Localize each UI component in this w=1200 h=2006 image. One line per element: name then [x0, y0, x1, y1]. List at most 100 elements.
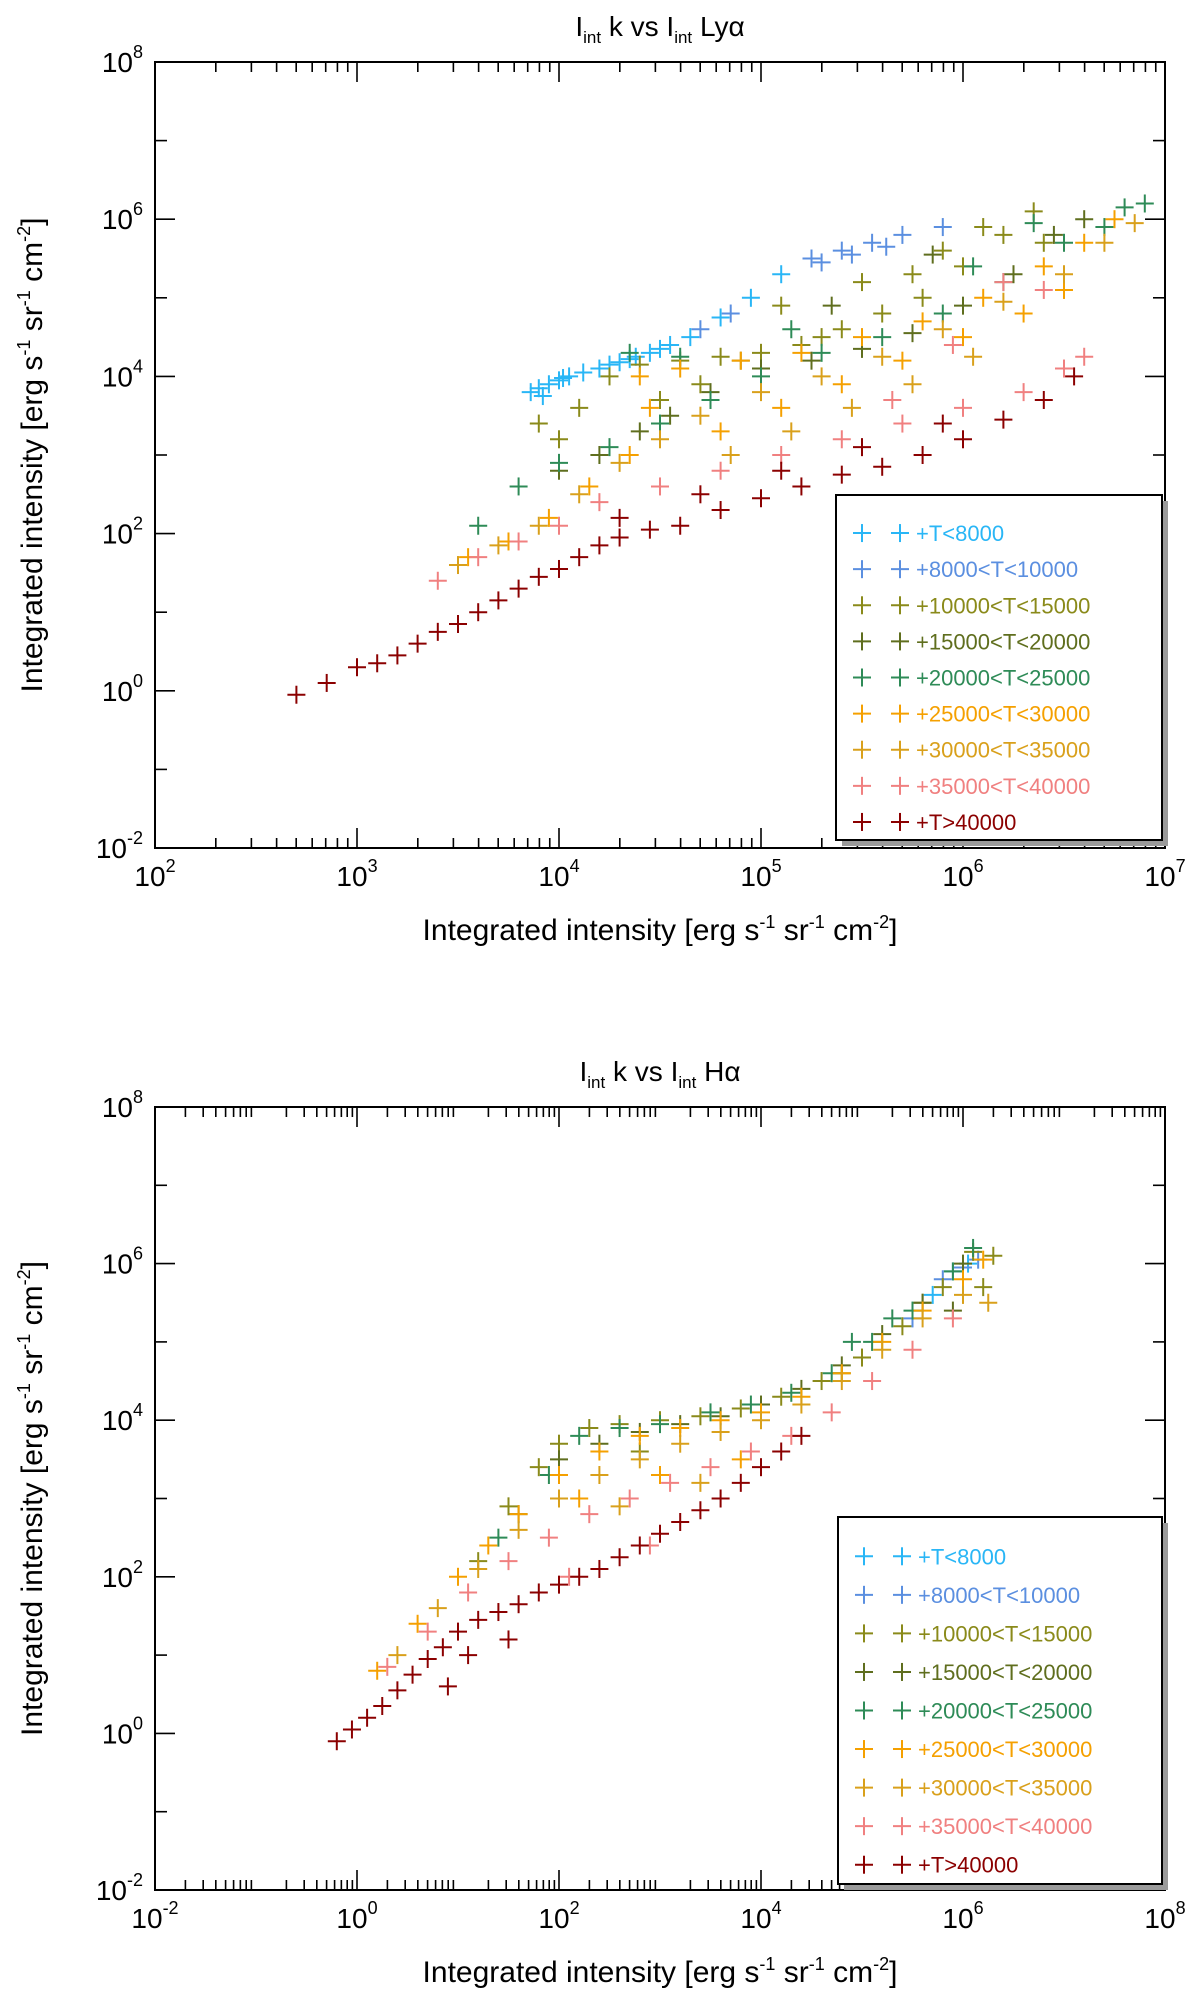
data-point — [509, 532, 528, 551]
data-point — [459, 1583, 478, 1602]
data-point — [782, 320, 801, 339]
data-point — [640, 343, 659, 362]
data-point — [469, 516, 488, 535]
data-point — [570, 1567, 589, 1586]
data-point — [913, 312, 932, 331]
data-point — [433, 1638, 452, 1657]
y-tick-label: 108 — [102, 1087, 143, 1123]
data-point — [1055, 265, 1073, 284]
data-point — [903, 375, 922, 394]
legend-marker — [891, 632, 909, 651]
data-point — [782, 1383, 801, 1402]
data-point — [873, 457, 892, 476]
data-point — [954, 398, 972, 417]
data-point — [533, 387, 552, 406]
data-point — [550, 559, 568, 578]
data-point — [671, 1434, 690, 1453]
data-point — [812, 343, 831, 362]
legend-marker — [891, 560, 909, 579]
y-tick-label: 104 — [102, 356, 143, 392]
y-tick-label: 100 — [102, 671, 143, 707]
data-point — [651, 414, 669, 433]
legend-label: +10000<T<15000 — [916, 593, 1090, 618]
series-8 — [378, 1309, 962, 1676]
data-point — [408, 1614, 427, 1633]
data-point — [923, 1285, 942, 1304]
legend-marker — [891, 704, 909, 723]
data-point — [974, 218, 993, 237]
data-point — [691, 1473, 710, 1492]
data-point — [711, 347, 730, 366]
data-point — [539, 508, 558, 527]
data-point — [590, 1559, 609, 1578]
legend-label: +8000<T<10000 — [916, 557, 1078, 582]
data-point — [580, 1419, 599, 1438]
data-point — [964, 347, 983, 366]
data-point — [853, 438, 871, 457]
x-tick-label: 102 — [538, 1898, 579, 1934]
legend-item: +10000<T<15000 — [855, 1621, 1092, 1646]
data-point — [1135, 194, 1154, 213]
data-point — [671, 516, 690, 535]
data-point — [943, 1262, 962, 1281]
data-point — [570, 398, 589, 417]
data-point — [640, 398, 659, 417]
legend-marker — [893, 1624, 911, 1643]
data-point — [842, 1332, 861, 1351]
legend-marker — [855, 1817, 873, 1836]
data-point — [873, 304, 892, 323]
legend-item: +20000<T<25000 — [855, 1699, 1092, 1724]
data-point — [812, 367, 831, 386]
data-point — [1014, 304, 1033, 323]
data-point — [853, 1348, 871, 1367]
data-point — [550, 1450, 568, 1469]
data-point — [923, 245, 942, 264]
legend: +T<8000 +8000<T<10000 +10000<T<15000 +15000… — [837, 1516, 1168, 1890]
data-point — [610, 1497, 629, 1516]
data-point — [974, 288, 993, 307]
data-point — [701, 390, 720, 409]
data-point — [600, 438, 619, 457]
data-point — [893, 351, 912, 370]
data-point — [630, 1450, 649, 1469]
y-tick-label: 10-2 — [96, 1870, 143, 1906]
data-point — [711, 1422, 730, 1441]
data-point — [570, 485, 589, 504]
data-point — [590, 446, 609, 464]
x-tick-label: 104 — [740, 1898, 781, 1934]
data-point — [550, 1466, 568, 1485]
legend-item: +30000<T<35000 — [853, 738, 1090, 763]
series-8 — [428, 273, 1094, 590]
data-point — [994, 273, 1013, 292]
legend-marker — [891, 596, 909, 615]
data-point — [550, 1489, 568, 1508]
x-axis-title: Integrated intensity [erg s-1 sr-1 cm-2] — [423, 1954, 898, 1989]
data-point — [691, 1501, 710, 1520]
data-point — [630, 367, 649, 386]
data-point — [1055, 280, 1073, 299]
data-point — [550, 453, 568, 472]
data-point — [873, 347, 892, 366]
data-point — [752, 343, 770, 362]
data-point — [842, 398, 861, 417]
legend-label: +25000<T<30000 — [918, 1737, 1092, 1762]
legend-label: +20000<T<25000 — [916, 666, 1090, 691]
legend-label: +15000<T<20000 — [916, 629, 1090, 654]
data-point — [671, 359, 690, 378]
data-point — [721, 446, 740, 464]
data-point — [913, 1309, 932, 1328]
data-point — [661, 1473, 680, 1492]
legend-marker — [893, 1855, 911, 1874]
legend-marker — [855, 1547, 873, 1566]
legend-item: +20000<T<25000 — [853, 666, 1090, 691]
legend-label: +T<8000 — [918, 1544, 1006, 1569]
series-1 — [521, 265, 791, 406]
legend-item: +T>40000 — [855, 1853, 1018, 1878]
y-tick-label: 10-2 — [96, 828, 143, 864]
data-point — [539, 1528, 558, 1547]
x-tick-label: 103 — [336, 856, 377, 892]
data-point — [640, 520, 659, 539]
legend-marker — [891, 524, 909, 543]
data-point — [469, 1559, 488, 1578]
data-point — [812, 253, 831, 272]
